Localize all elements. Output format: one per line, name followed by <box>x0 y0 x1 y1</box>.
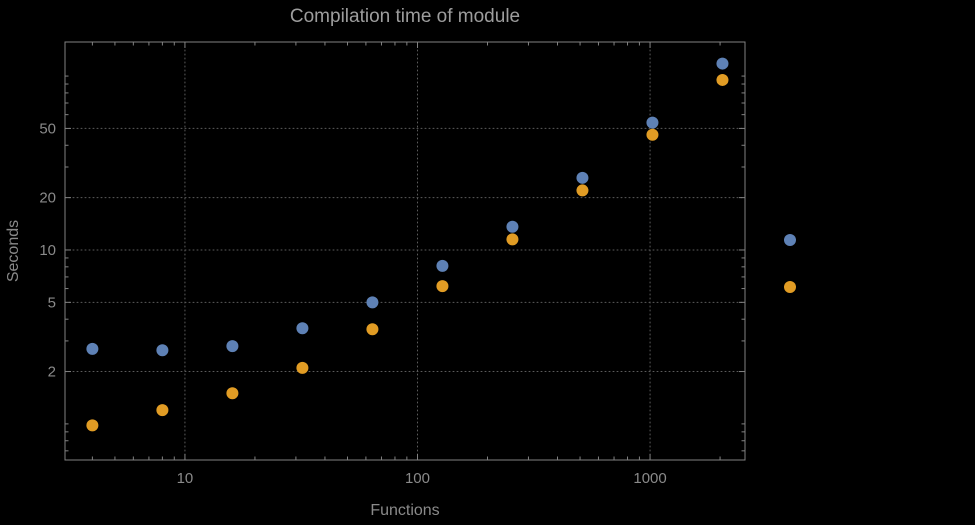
data-point-blue <box>296 322 309 335</box>
plot-frame <box>64 41 746 461</box>
data-point-blue <box>716 57 729 70</box>
data-point-blue <box>366 296 379 309</box>
y-tick-label: 10 <box>39 242 56 259</box>
data-point-orange <box>296 361 309 374</box>
data-point-orange <box>506 233 519 246</box>
data-point-orange <box>156 404 169 417</box>
data-point-orange <box>646 128 659 141</box>
y-tick-label: 2 <box>48 364 56 381</box>
y-tick-label: 20 <box>39 190 56 207</box>
data-point-blue <box>436 259 449 272</box>
x-tick-label: 100 <box>405 470 430 487</box>
data-point-blue <box>576 171 589 184</box>
x-tick-label: 10 <box>177 470 194 487</box>
x-axis-label: Functions <box>370 502 440 519</box>
data-point-blue <box>156 344 169 357</box>
y-tick-label: 5 <box>48 294 56 311</box>
data-point-blue <box>646 116 659 129</box>
y-tick-label: 50 <box>39 120 56 137</box>
legend-marker-orange <box>784 281 796 293</box>
data-point-blue <box>506 220 519 233</box>
legend-marker-blue <box>784 234 796 246</box>
data-point-orange <box>716 73 729 86</box>
data-point-orange <box>436 280 449 293</box>
plot-title: Compilation time of module <box>289 6 521 27</box>
x-tick-label: 1000 <box>633 470 666 487</box>
data-point-blue <box>226 340 239 353</box>
data-point-orange <box>226 387 239 400</box>
data-point-orange <box>366 323 379 336</box>
data-point-orange <box>576 184 589 197</box>
data-point-blue <box>86 342 99 355</box>
data-point-orange <box>86 419 99 432</box>
